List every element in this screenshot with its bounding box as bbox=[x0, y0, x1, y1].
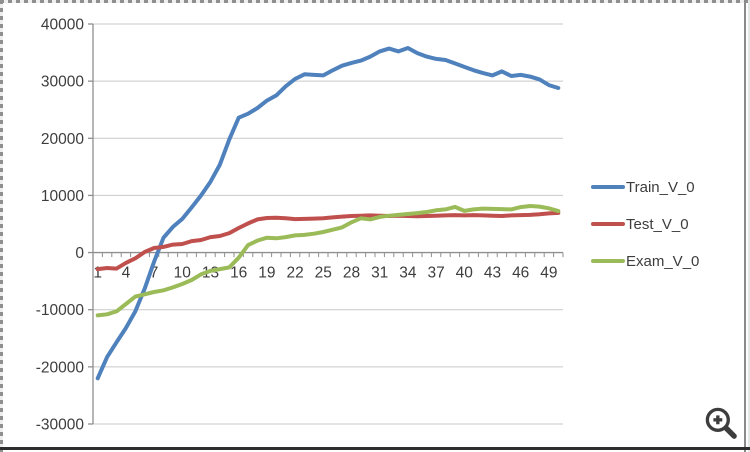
x-tick-label: 7 bbox=[150, 265, 159, 282]
x-tick-label: 40 bbox=[456, 265, 474, 282]
x-tick-label: 37 bbox=[427, 265, 444, 282]
window-edge-right bbox=[748, 0, 750, 452]
y-tick-label: -10000 bbox=[36, 302, 85, 319]
x-tick-label: 25 bbox=[315, 265, 332, 282]
border-bottom bbox=[0, 447, 750, 450]
x-tick-label: 19 bbox=[258, 265, 275, 282]
y-tick-label: -30000 bbox=[36, 417, 85, 434]
x-tick-label: 46 bbox=[512, 265, 529, 282]
exam-series-swatch bbox=[591, 259, 625, 263]
dashed-border-left bbox=[0, 0, 3, 452]
x-tick-label: 1 bbox=[93, 265, 102, 282]
series-line-test_v_0 bbox=[95, 210, 561, 272]
x-tick-label: 43 bbox=[484, 265, 501, 282]
x-tick-label: 28 bbox=[343, 265, 360, 282]
x-tick-label: 22 bbox=[286, 265, 303, 282]
y-tick-label: 10000 bbox=[41, 188, 84, 205]
x-tick-label: 16 bbox=[230, 265, 247, 282]
zoom-in-icon[interactable] bbox=[702, 403, 740, 443]
chart-legend: Train_V_0 Test_V_0 Exam_V_0 bbox=[591, 176, 699, 272]
dashed-border-top bbox=[0, 0, 750, 3]
y-tick-label: 30000 bbox=[41, 74, 84, 91]
x-tick-label: 4 bbox=[122, 265, 131, 282]
y-tick-label: 20000 bbox=[41, 131, 84, 148]
series-line-train_v_0 bbox=[95, 46, 561, 381]
x-tick-label: 49 bbox=[540, 265, 557, 282]
border-right bbox=[744, 0, 746, 452]
train-series-swatch bbox=[591, 185, 625, 189]
legend-label-test: Test_V_0 bbox=[626, 215, 689, 233]
y-tick-label: -20000 bbox=[36, 359, 85, 376]
series-line-exam_v_0 bbox=[95, 204, 561, 318]
y-tick-label: 40000 bbox=[41, 17, 84, 34]
y-tick-label: 0 bbox=[75, 245, 84, 262]
x-tick-label: 31 bbox=[371, 265, 388, 282]
legend-label-exam: Exam_V_0 bbox=[626, 252, 700, 270]
legend-entry-exam: Exam_V_0 bbox=[591, 250, 699, 272]
x-tick-label: 10 bbox=[174, 265, 192, 282]
legend-entry-test: Test_V_0 bbox=[591, 213, 699, 235]
x-tick-label: 34 bbox=[399, 265, 417, 282]
legend-label-train: Train_V_0 bbox=[626, 178, 695, 196]
legend-entry-train: Train_V_0 bbox=[591, 176, 699, 198]
test-series-swatch bbox=[591, 222, 625, 226]
